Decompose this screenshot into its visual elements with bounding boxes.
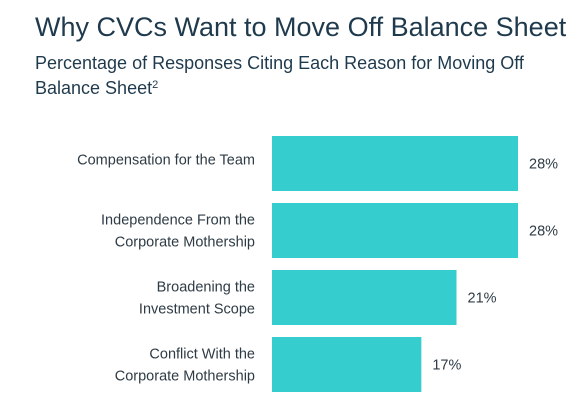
- category-label-2: Broadening the Investment Scope: [139, 280, 255, 318]
- category-label-3: Conflict With the Corporate Mothership: [115, 347, 255, 385]
- chart-title: Why CVCs Want to Move Off Balance Sheet: [35, 12, 567, 42]
- category-label-1: Independence From the Corporate Mothershi…: [101, 213, 255, 251]
- category-label-line: Conflict With the: [149, 347, 255, 363]
- category-label-0: Compensation for the Team: [77, 153, 255, 169]
- bar-0: [272, 136, 518, 191]
- value-label-2: 21%: [468, 291, 497, 307]
- bar-1: [272, 203, 518, 258]
- category-label-line: Independence From the: [101, 213, 255, 229]
- category-label-line: Compensation for the Team: [77, 153, 255, 169]
- chart-subtitle: Percentage of Responses Citing Each Reas…: [35, 52, 575, 99]
- value-label-0: 28%: [529, 157, 558, 173]
- bar-2: [272, 270, 457, 325]
- category-label-line: Corporate Mothership: [115, 369, 255, 385]
- category-label-line: Corporate Mothership: [115, 235, 255, 251]
- value-label-3: 17%: [432, 358, 461, 374]
- subtitle-text: Percentage of Responses Citing Each Reas…: [35, 53, 524, 98]
- footnote-marker: 2: [152, 79, 159, 91]
- bar-3: [272, 337, 422, 392]
- value-label-1: 28%: [529, 224, 558, 240]
- category-label-line: Broadening the: [157, 280, 255, 296]
- category-label-line: Investment Scope: [139, 302, 255, 318]
